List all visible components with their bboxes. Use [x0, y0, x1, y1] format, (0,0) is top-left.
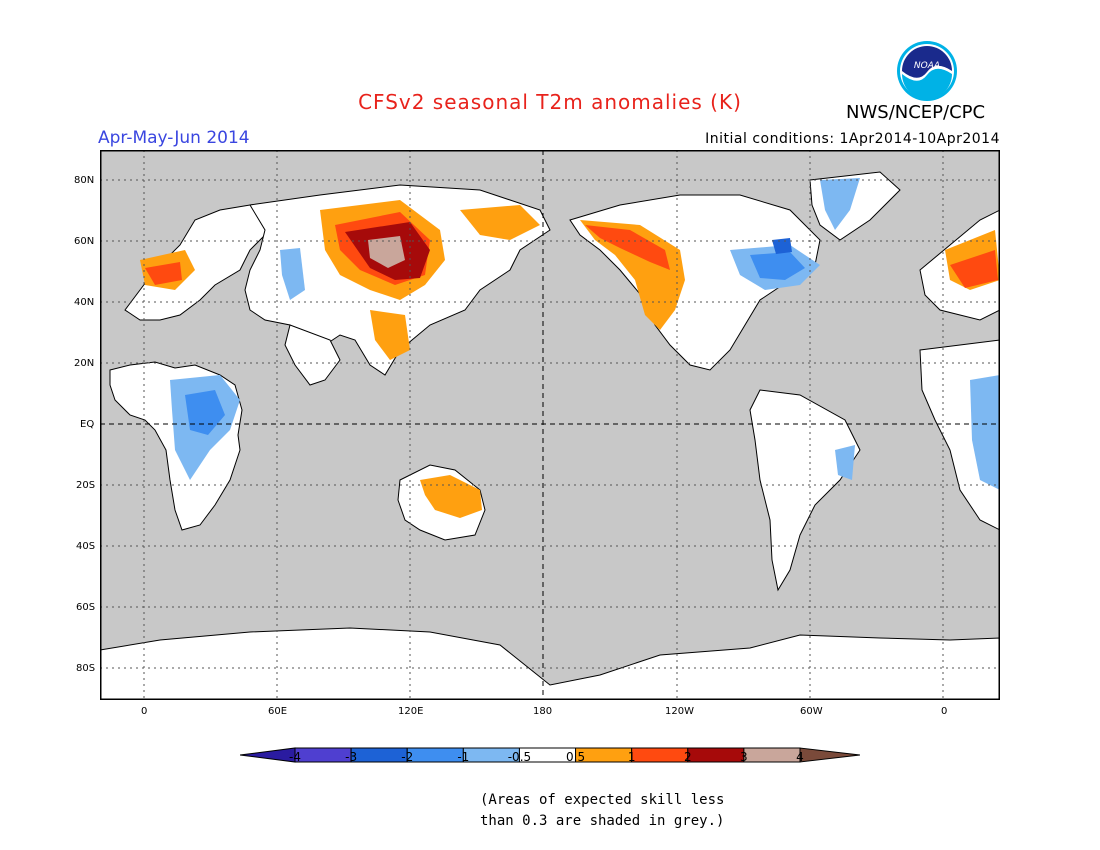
- legend-tick-label: -2: [401, 750, 414, 764]
- initial-conditions: Initial conditions: 1Apr2014-10Apr2014: [705, 131, 1000, 147]
- legend-tick-label: -0.5: [507, 750, 532, 764]
- legend-tick-label: -4: [289, 750, 301, 764]
- legend-tick-label: -3: [345, 750, 358, 764]
- legend-tick-label: 3: [740, 750, 748, 764]
- map-title: CFSv2 seasonal T2m anomalies (K): [358, 90, 742, 114]
- lat-label: 80S: [76, 663, 96, 674]
- legend-tick-label: 0.5: [566, 750, 586, 764]
- cold-anomalies: [170, 178, 1000, 490]
- skill-note-line: than 0.3 are shaded in grey.): [480, 813, 725, 829]
- lon-label: 120E: [398, 706, 424, 717]
- lat-label: 20N: [74, 358, 95, 369]
- skill-note: (Areas of expected skill less than 0.3 a…: [480, 790, 724, 832]
- lon-label: 0: [941, 706, 948, 717]
- warm-anomalies: [140, 200, 1000, 518]
- antarctica-landmass: [100, 627, 1000, 700]
- skill-note-line: (Areas of expected skill less: [480, 792, 725, 808]
- equator-dateline: [100, 150, 1000, 700]
- legend-tick-label: 4: [796, 750, 804, 764]
- anomaly-map: [100, 150, 1000, 700]
- noaa-logo-text: NOAA: [914, 61, 940, 71]
- south-america-landmass: [749, 389, 861, 592]
- lat-label: 80N: [74, 175, 95, 186]
- lat-label: 20S: [76, 480, 96, 491]
- forecast-period: Apr-May-Jun 2014: [98, 128, 250, 148]
- lon-label: 60W: [800, 706, 823, 717]
- lat-label: EQ: [80, 419, 95, 430]
- legend-swatch: [799, 747, 860, 763]
- noaa-logo: NOAA: [896, 40, 958, 102]
- lon-label: 60E: [268, 706, 288, 717]
- lon-label: 180: [533, 706, 553, 717]
- lat-label: 40S: [76, 541, 96, 552]
- legend-tick-label: -1: [457, 750, 470, 764]
- india-landmass: [284, 324, 341, 386]
- graticule: [100, 150, 1000, 700]
- lat-label: 60S: [76, 602, 96, 613]
- legend-tick-label: 2: [683, 750, 692, 764]
- legend-tick-label: 1: [627, 750, 636, 764]
- lat-label: 60N: [74, 236, 95, 247]
- lat-label: 40N: [74, 297, 95, 308]
- legend-labels: -4 -3 -2 -1 -0.5 0.5 1 2 3 4: [240, 750, 860, 768]
- color-legend: [240, 747, 860, 763]
- lon-label: 120W: [665, 706, 694, 717]
- lon-label: 0: [141, 706, 148, 717]
- agency-label: NWS/NCEP/CPC: [846, 102, 986, 123]
